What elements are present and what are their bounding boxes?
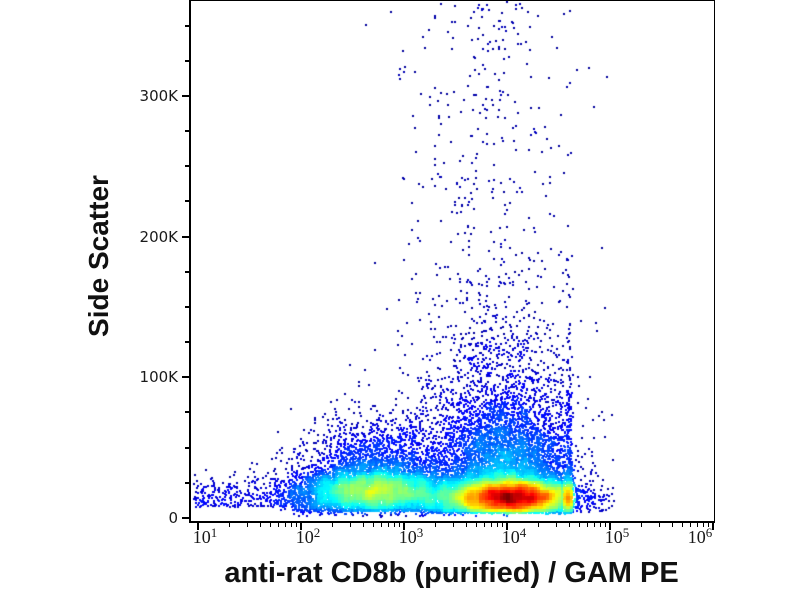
y-axis-tick-label: 300K (139, 86, 178, 105)
x-axis-major-tick (300, 523, 302, 530)
x-axis-minor-tick (350, 523, 352, 527)
y-axis-minor-tick (185, 305, 190, 308)
x-axis-minor-tick (600, 523, 602, 527)
x-axis-major-tick (712, 523, 714, 530)
y-axis-major-tick (182, 517, 190, 519)
x-axis-minor-tick (247, 523, 249, 527)
x-axis-major-tick (403, 523, 405, 530)
y-axis-minor-tick (185, 165, 190, 168)
density-scatter-canvas (191, 1, 714, 521)
x-axis-tick-label: 105 (604, 525, 630, 547)
y-axis-minor-tick (185, 411, 190, 414)
x-axis-minor-tick (681, 523, 683, 527)
y-axis-minor-tick (185, 59, 190, 62)
x-axis-minor-tick (466, 523, 467, 527)
x-axis-minor-tick (672, 523, 673, 527)
x-axis-minor-tick (399, 523, 401, 527)
x-axis-major-tick (506, 523, 508, 530)
y-axis-tick-label: 100K (139, 368, 178, 387)
x-axis-tick-label: 106 (687, 525, 713, 547)
x-axis-tick-label: 103 (398, 525, 424, 547)
plot-area (189, 0, 715, 523)
x-axis-minor-tick (372, 523, 374, 527)
y-axis-minor-tick (185, 270, 190, 273)
y-axis-major-tick (182, 94, 190, 97)
x-axis-minor-tick (708, 523, 710, 527)
x-axis-minor-tick (394, 523, 396, 527)
x-axis-minor-tick (690, 523, 692, 527)
x-axis-minor-tick (388, 523, 390, 527)
y-axis-tick-label: 0 (168, 509, 178, 527)
x-axis-minor-tick (502, 523, 504, 527)
x-axis-minor-tick (605, 523, 607, 527)
x-axis-minor-tick (453, 523, 455, 527)
y-axis-minor-tick (185, 481, 190, 484)
x-axis-major-tick (609, 523, 611, 530)
x-axis-minor-tick (659, 523, 661, 527)
x-axis-tick-label: 102 (295, 525, 321, 547)
x-axis-minor-tick (475, 523, 477, 527)
x-axis-tick-label: 101 (192, 525, 218, 547)
x-axis-minor-tick (332, 523, 333, 527)
x-axis-minor-tick (278, 523, 280, 527)
y-axis-title: Side Scatter (83, 175, 114, 337)
y-axis-minor-tick (185, 130, 190, 133)
y-axis-minor-tick (185, 24, 190, 27)
x-axis-minor-tick (578, 523, 580, 527)
x-axis-title: anti-rat CD8b (purified) / GAM PE (224, 557, 679, 589)
x-axis-minor-tick (285, 523, 287, 527)
x-axis-minor-tick (491, 523, 493, 527)
x-axis-minor-tick (291, 523, 293, 527)
x-axis-minor-tick (229, 523, 230, 527)
y-axis-tick-label: 200K (139, 227, 178, 246)
y-axis-minor-tick (185, 200, 190, 203)
x-axis-minor-tick (703, 523, 705, 527)
y-axis-major-tick (182, 376, 190, 379)
x-axis-minor-tick (697, 523, 699, 527)
x-axis-minor-tick (435, 523, 436, 527)
y-axis-minor-tick (185, 341, 190, 344)
x-axis-minor-tick (381, 523, 383, 527)
x-axis-minor-tick (296, 523, 298, 527)
x-axis-minor-tick (594, 523, 596, 527)
x-axis-minor-tick (587, 523, 589, 527)
x-axis-minor-tick (497, 523, 499, 527)
x-axis-major-tick (197, 523, 199, 530)
x-axis-minor-tick (569, 523, 570, 527)
x-axis-minor-tick (538, 523, 539, 527)
x-axis-minor-tick (484, 523, 486, 527)
y-axis-minor-tick (185, 446, 190, 449)
y-axis-major-tick (182, 235, 190, 238)
x-axis-minor-tick (363, 523, 364, 527)
x-axis-minor-tick (641, 523, 642, 527)
x-axis-minor-tick (269, 523, 271, 527)
x-axis-minor-tick (260, 523, 261, 527)
x-axis-tick-label: 104 (501, 525, 527, 547)
x-axis-minor-tick (556, 523, 558, 527)
